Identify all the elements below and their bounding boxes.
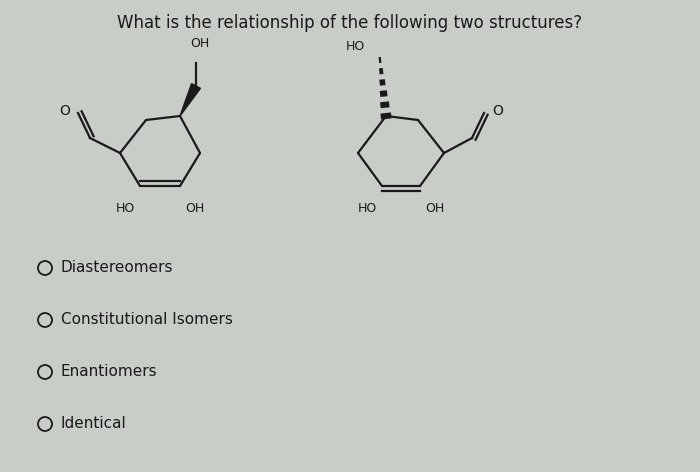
Polygon shape — [180, 84, 200, 116]
Text: OH: OH — [185, 202, 204, 215]
Text: Enantiomers: Enantiomers — [61, 364, 158, 379]
Text: HO: HO — [346, 40, 365, 53]
Text: OH: OH — [190, 37, 209, 50]
Text: O: O — [492, 104, 503, 118]
Text: Constitutional Isomers: Constitutional Isomers — [61, 312, 233, 328]
Text: HO: HO — [358, 202, 377, 215]
Text: O: O — [59, 104, 70, 118]
Text: What is the relationship of the following two structures?: What is the relationship of the followin… — [118, 14, 582, 32]
Text: Diastereomers: Diastereomers — [61, 261, 174, 276]
Text: OH: OH — [425, 202, 444, 215]
Text: Identical: Identical — [61, 416, 127, 431]
Text: HO: HO — [116, 202, 135, 215]
